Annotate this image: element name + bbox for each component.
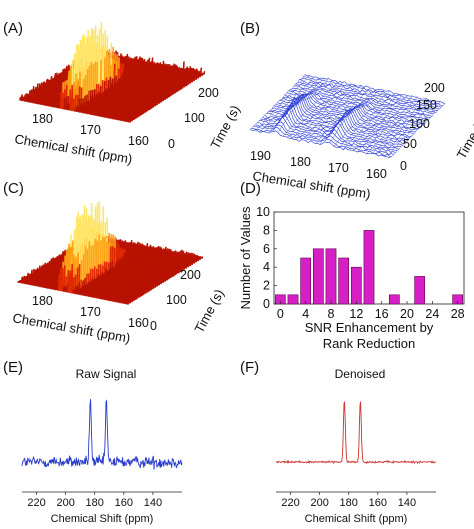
b-xtick-0: 190 <box>250 149 271 163</box>
b-ytick-2: 100 <box>409 117 430 131</box>
mesh-b <box>249 74 446 159</box>
mesh-line <box>371 98 427 154</box>
mesh-line <box>319 90 376 145</box>
surface-a <box>19 21 206 123</box>
a-xtick-2: 160 <box>128 134 149 148</box>
panel-c-surface: 180 170 160 Chemical shift (ppm) 0 100 2… <box>11 200 227 346</box>
panel-b-mesh: 190 180 170 160 Chemical shift (ppm) 0 5… <box>249 74 474 202</box>
mesh-line <box>310 85 366 141</box>
panel-a-surface: 180 170 160 Chemical shift (ppm) 0 100 2… <box>13 21 243 167</box>
mesh-line <box>343 94 399 150</box>
a-xtick-1: 170 <box>80 123 101 137</box>
b-ylabel: Time (s) <box>454 113 474 161</box>
mesh-line <box>361 96 418 153</box>
mesh-line <box>366 98 422 155</box>
mesh-line <box>305 85 362 142</box>
b-ytick-0: 0 <box>400 159 407 173</box>
a-ytick-2: 200 <box>198 86 219 100</box>
mesh-line <box>296 83 352 140</box>
b-xtick-1: 180 <box>290 155 311 169</box>
mesh-line <box>333 90 390 147</box>
panel-label-c: (C) <box>3 180 24 197</box>
mesh-line <box>254 75 310 131</box>
mesh-line <box>249 74 306 130</box>
a-ylabel: Time (s) <box>207 103 242 152</box>
a-ytick-1: 100 <box>184 111 205 125</box>
b-ytick-3: 150 <box>416 98 437 112</box>
mesh-line <box>277 80 334 133</box>
mesh-line <box>375 100 432 155</box>
mesh-line <box>282 82 338 137</box>
mesh-line <box>380 100 436 156</box>
mesh-line <box>291 83 348 139</box>
mesh-line <box>301 85 357 140</box>
panel-label-d: (D) <box>240 180 261 197</box>
a-ytick-0: 0 <box>168 137 175 151</box>
mesh-line <box>389 103 446 158</box>
mesh-line <box>385 101 441 157</box>
mesh-line <box>357 95 413 153</box>
mesh-line <box>347 94 404 151</box>
panel-label-b: (B) <box>240 20 260 37</box>
b-xtick-2: 170 <box>328 161 349 175</box>
a-xlabel: Chemical shift (ppm) <box>13 131 133 166</box>
mesh-line <box>324 89 380 142</box>
b-ytick-4: 200 <box>424 81 445 95</box>
panel-label-e: (E) <box>3 359 23 376</box>
mesh-line <box>273 78 329 132</box>
mesh-line <box>259 76 315 133</box>
a-xtick-0: 180 <box>32 112 53 126</box>
b-xtick-3: 160 <box>366 167 387 181</box>
mesh-line <box>352 95 408 151</box>
b-xlabel: Chemical shift (ppm) <box>252 168 372 201</box>
panel-label-f: (F) <box>240 359 259 376</box>
mesh-line <box>338 93 394 148</box>
mesh-line <box>329 90 385 143</box>
mesh-line <box>268 78 324 134</box>
b-ytick-1: 50 <box>403 137 417 151</box>
panel-label-a: (A) <box>3 20 23 37</box>
surface-c <box>17 200 204 305</box>
mesh-line <box>287 82 343 138</box>
mesh-line <box>263 78 320 132</box>
